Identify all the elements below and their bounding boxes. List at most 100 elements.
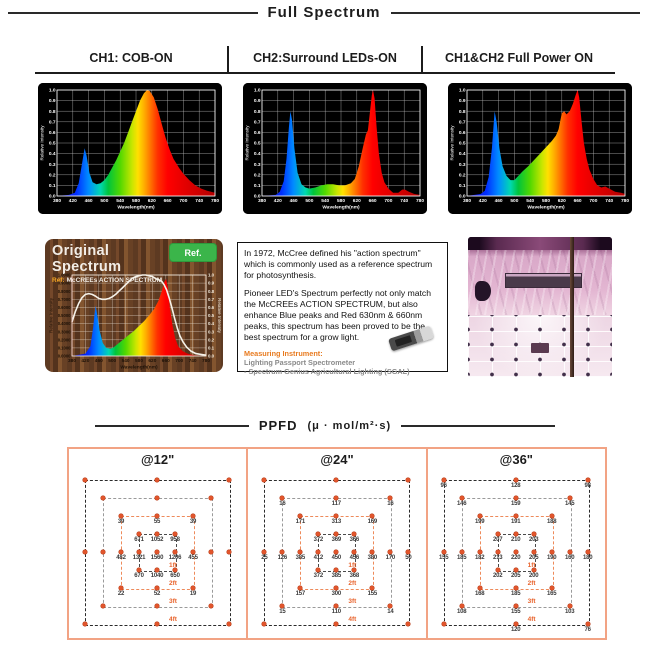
ppfd-value: 182 [474,554,485,561]
ppfd-value: 55 [153,518,161,525]
measurement-dot [82,549,88,555]
svg-text:0.3: 0.3 [254,162,261,168]
svg-text:1.0000: 1.0000 [58,273,71,278]
measurement-dot [154,495,160,501]
svg-text:0.7: 0.7 [459,119,466,125]
svg-text:0.2: 0.2 [254,172,261,178]
measurement-dot [226,549,232,555]
measurement-dot [154,531,160,537]
ring-distance-label: 4ft [348,615,357,623]
ppfd-value: 98 [584,482,591,489]
measurement-dot [549,585,555,591]
measurement-dot [459,603,465,609]
original-spectrum-header: Original Spectrum Ref: McCREEs ACTION SPE… [52,243,217,284]
svg-text:700: 700 [589,198,597,204]
svg-text:540: 540 [321,198,329,204]
grow-tent-photo [468,237,612,377]
svg-text:0.9: 0.9 [208,281,215,286]
measurement-dot [190,585,196,591]
ppfd-value: 160 [564,554,575,561]
svg-text:0.5: 0.5 [49,141,56,147]
ppfd-value: 1206 [168,554,182,561]
measurement-dot [279,603,285,609]
measurement-dot [513,531,519,537]
measurement-dot [567,549,573,555]
ppfd-value: 39 [189,518,197,525]
measurement-dot [154,567,160,573]
ring-distance-label: 1ft [527,561,536,569]
svg-text:0.1: 0.1 [459,183,466,189]
svg-text:420: 420 [274,198,282,204]
ring-distance-label: 3ft [169,597,177,605]
svg-text:0.0: 0.0 [459,194,466,200]
channel-header-row: CH1: COB-ON CH2:Surround LEDs-ON CH1&CH2… [35,46,615,74]
svg-text:Wavelength(nm): Wavelength(nm) [527,205,565,211]
measurement-dot [136,549,142,555]
ppfd-value: 369 [331,536,342,543]
ring-distance-label: 3ft [527,597,536,605]
measurement-dot [279,549,285,555]
ppfd-value: 146 [456,500,467,507]
measurement-dot [208,495,214,501]
ppfd-value: 108 [456,608,467,615]
ppfd-value: 210 [510,536,521,543]
ppfd-value: 155 [438,554,449,561]
ppfd-value: 1321 [132,554,146,561]
measurement-dot [100,495,106,501]
ppfd-value: 1560 [150,554,164,561]
mccree-info-box: In 1972, McCree defined his "action spec… [237,242,448,376]
measurement-dot [154,513,160,519]
ppfd-value: 15 [279,608,286,615]
svg-text:0.3: 0.3 [49,162,56,168]
svg-text:620: 620 [353,198,361,204]
svg-text:0.4: 0.4 [254,151,261,157]
ppfd-value: 128 [510,482,521,489]
ppfd-value: 456 [349,554,360,561]
svg-text:0.4: 0.4 [49,151,56,157]
ppfd-value: 50 [405,554,412,561]
ppfd-header: PPFD (μ · mol/m²·s) [95,418,555,433]
tent-pole [570,237,575,377]
ppfd-value: 145 [564,500,575,507]
ppfd-value: 207 [492,536,503,543]
ppfd-value: 19 [189,590,197,597]
ppfd-value: 205 [528,554,539,561]
ppfd-value: 126 [277,554,288,561]
svg-text:580: 580 [337,198,345,204]
measurement-dot [441,621,447,627]
ppfd-value: 165 [546,590,557,597]
info-paragraph-2: Pioneer LED's Spectrum perfectly not onl… [244,287,431,343]
svg-text:420: 420 [479,198,487,204]
ppfd-maps-row: @12" 671 1052 958 670 1040 650 1321 1206 1ft 39 55 3… [67,447,607,640]
ppfd-value: 220 [510,554,521,561]
svg-text:0.5: 0.5 [208,313,215,318]
svg-text:460: 460 [85,198,93,204]
measurement-dot [387,603,393,609]
measurement-dot [315,549,321,555]
svg-text:Relative Intensity: Relative Intensity [245,125,250,161]
ppfd-value: 455 [188,554,198,561]
svg-text:0.0: 0.0 [49,194,56,200]
ppfd-value: 171 [295,518,306,525]
svg-text:Wavelength(nm): Wavelength(nm) [120,365,158,371]
ref-text: McCREEs ACTION SPECTRUM [66,277,163,284]
measurement-dot [495,531,501,537]
svg-text:1.0: 1.0 [254,88,261,94]
ppfd-value: 671 [134,536,144,543]
measurement-dot [549,513,555,519]
svg-text:0.9: 0.9 [254,98,261,104]
measurement-dot [459,495,465,501]
measurement-dot [333,477,339,483]
measurement-dot [333,603,339,609]
measurement-dot [190,549,196,555]
svg-text:Wavelength(nm): Wavelength(nm) [117,205,155,211]
measurement-dot [477,585,483,591]
ref-button[interactable]: Ref. [169,243,217,262]
svg-text:780: 780 [621,198,629,204]
ppfd-value: 25 [261,554,268,561]
svg-text:740: 740 [189,358,197,364]
ppfd-value: 52 [153,590,161,597]
svg-text:0.9: 0.9 [459,98,466,104]
ppfd-value: 117 [331,500,341,507]
ring-distance-label: 1ft [348,561,357,569]
